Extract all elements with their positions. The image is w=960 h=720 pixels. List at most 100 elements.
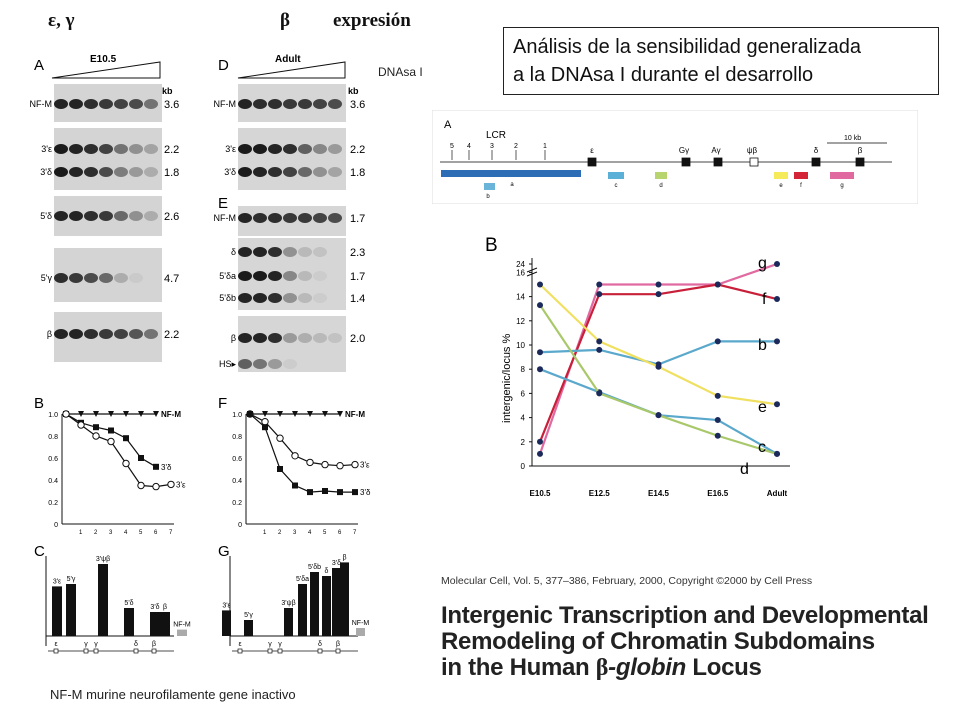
axis-break-mark — [526, 267, 538, 273]
curve-xtick: 1 — [79, 530, 83, 536]
callout-line-2: a la DNAsa I durante el desarrollo — [513, 64, 814, 86]
series-label-e: e — [758, 399, 767, 416]
intergenic-line-chart: B intergenic/locus % 024681012141624E10.… — [482, 228, 812, 516]
panel-a-label: A — [34, 57, 44, 74]
probe-region-bar — [774, 172, 788, 179]
blot-band — [328, 167, 342, 177]
blot-band — [238, 247, 252, 257]
series-point-e — [537, 281, 543, 288]
curve-xtick: 7 — [353, 530, 357, 536]
curve-plot-b: 1.0 0.8 0.6 0.4 0.2 0 1 2 3 4 5 6 7 NF-M 3'δ 3'ε — [48, 410, 186, 536]
genome-gene-label: δ — [318, 641, 322, 648]
blot-band — [114, 329, 128, 339]
blot-row-kb-left: 2.6 — [164, 211, 179, 223]
series-point-b — [537, 349, 543, 356]
nfm-point — [108, 411, 114, 417]
delta3-point — [138, 455, 144, 461]
blot-row-label-right: 5'δb — [219, 293, 236, 303]
blot-row-kb-right: 2.3 — [350, 247, 365, 259]
curve-xtick: 6 — [338, 530, 342, 536]
bar — [310, 572, 319, 636]
nfm-point — [307, 411, 313, 417]
chart-ytick-label: 8 — [521, 365, 526, 374]
nfm-point — [277, 411, 283, 417]
bar — [340, 562, 349, 636]
panel-f-label: F — [218, 395, 227, 412]
delta3-point — [337, 489, 343, 496]
blot-band — [99, 329, 113, 339]
chart-ytick-label: 0 — [521, 462, 526, 471]
blot-band — [54, 211, 68, 221]
blot-band — [283, 359, 297, 369]
blot-band — [84, 329, 98, 339]
analysis-callout-box: Análisis de la sensibilidad generalizada… — [503, 27, 939, 95]
blot-band — [238, 144, 252, 154]
gene-box — [681, 157, 691, 167]
blot-band — [144, 329, 158, 339]
curve-ytick: 0 — [238, 522, 242, 529]
chart-xtick-label: E10.5 — [530, 489, 551, 498]
series-point-f — [596, 291, 603, 298]
bar — [150, 612, 160, 636]
nfm-point — [138, 411, 144, 417]
blot-band — [69, 273, 83, 283]
blot-row-label-left: 5'γ — [41, 273, 53, 283]
blot-row-label-right: 3'δ — [224, 167, 236, 177]
series-point-g — [655, 281, 662, 288]
blot-band — [238, 99, 252, 109]
blot-band — [129, 211, 143, 221]
blot-band — [54, 167, 68, 177]
bar — [222, 610, 231, 636]
blot-band — [114, 211, 128, 221]
curve-ytick: 0.4 — [232, 478, 242, 485]
blot-band — [328, 333, 342, 343]
genome-gene-box — [277, 648, 283, 654]
blot-band — [253, 359, 267, 369]
blot-band — [283, 333, 297, 343]
blot-band — [328, 213, 342, 223]
series-point-d — [537, 302, 543, 309]
series-point-f — [537, 438, 543, 445]
blot-band — [69, 329, 83, 339]
probe-region-bar — [441, 170, 581, 177]
blot-band — [238, 359, 252, 369]
blot-row-kb-right: 1.4 — [350, 293, 365, 305]
blot-band — [238, 167, 252, 177]
genome-gene-label: γ — [94, 641, 98, 648]
nfm-point — [153, 411, 159, 417]
genome-gene-label: ε — [54, 641, 57, 648]
blot-row-label-right: β — [231, 333, 236, 343]
chart-ytick-label: 24 — [516, 260, 525, 269]
series-point-g — [537, 450, 543, 457]
blot-row-label-right: 5'δa — [219, 271, 236, 281]
curve-ytick: 0.6 — [232, 456, 242, 463]
blot-band — [283, 213, 297, 223]
blot-band — [144, 99, 158, 109]
genome-gene-box — [335, 648, 341, 654]
series-label-d: d — [740, 461, 749, 478]
gene-box — [749, 157, 759, 167]
series-point-f — [655, 291, 662, 298]
series-point-d — [714, 432, 721, 439]
delta3-point — [307, 489, 313, 496]
eps3-point — [92, 432, 100, 440]
blot-band — [238, 293, 252, 303]
blot-strip-right-1 — [238, 128, 346, 190]
blot-row-label-left: 3'ε — [41, 144, 52, 154]
chart-ytick-label: 14 — [516, 293, 525, 302]
blot-band — [313, 144, 327, 154]
blot-figure: A D E10.5 Adult kb kb NF-M 3.63'ε 2.23'δ 1.… — [30, 54, 371, 654]
citation: Molecular Cell, Vol. 5, 377–386, Februar… — [441, 575, 813, 587]
hs-sites: 5 4 3 2 1 — [450, 143, 547, 160]
probe-region-label: f — [800, 183, 802, 189]
blot-row-label-left: 5'δ — [40, 211, 52, 221]
blot-band — [313, 271, 327, 281]
blot-band — [268, 213, 282, 223]
series-point-e — [596, 338, 603, 345]
genome-gene-label: γ — [268, 641, 272, 648]
blot-row-label-left: 3'δ — [40, 167, 52, 177]
chart-ytick-label: 10 — [516, 341, 525, 350]
paper-title-line-1: Intergenic Transcription and Development… — [441, 602, 929, 629]
blot-band — [268, 99, 282, 109]
